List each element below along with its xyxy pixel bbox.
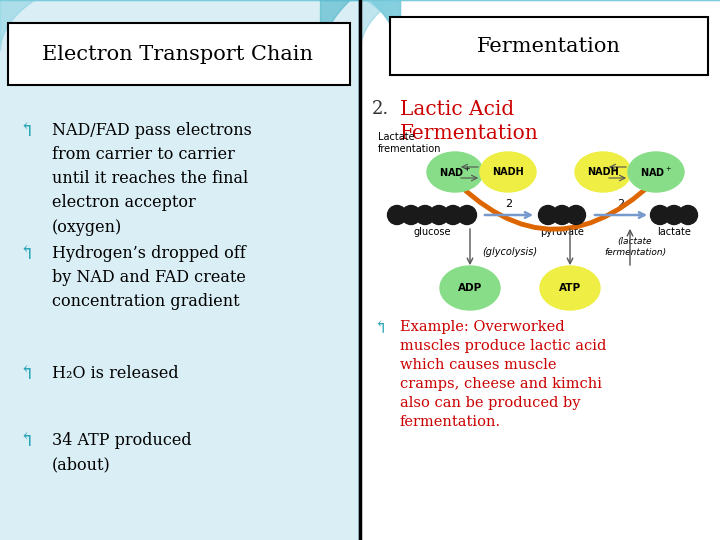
- Text: Example: Overworked
muscles produce lactic acid
which causes muscle
cramps, chee: Example: Overworked muscles produce lact…: [400, 320, 606, 429]
- Text: 2: 2: [618, 199, 624, 209]
- Ellipse shape: [575, 152, 631, 192]
- Ellipse shape: [480, 152, 536, 192]
- Text: ↰: ↰: [18, 245, 35, 263]
- FancyBboxPatch shape: [390, 17, 708, 75]
- Circle shape: [430, 206, 449, 225]
- Text: Lactate
frementation: Lactate frementation: [378, 132, 441, 154]
- Circle shape: [387, 206, 407, 225]
- Text: 34 ATP produced
(about): 34 ATP produced (about): [52, 432, 192, 473]
- Text: Fermentation: Fermentation: [477, 37, 621, 56]
- Circle shape: [567, 206, 585, 225]
- Circle shape: [650, 206, 670, 225]
- Ellipse shape: [427, 152, 483, 192]
- Text: ↰: ↰: [18, 122, 35, 140]
- Text: ATP: ATP: [559, 283, 581, 293]
- Text: Lactic Acid
Fermentation: Lactic Acid Fermentation: [400, 100, 539, 143]
- FancyBboxPatch shape: [0, 0, 358, 540]
- Text: (lactate
fermentation): (lactate fermentation): [604, 237, 666, 257]
- Text: 2: 2: [444, 282, 451, 292]
- Circle shape: [402, 206, 420, 225]
- Text: ↰: ↰: [18, 432, 35, 450]
- Text: NADH: NADH: [587, 167, 619, 177]
- Ellipse shape: [628, 152, 684, 192]
- Ellipse shape: [540, 266, 600, 310]
- Text: ADP: ADP: [458, 283, 482, 293]
- Text: NAD$^+$: NAD$^+$: [439, 165, 471, 179]
- Text: NADH: NADH: [492, 167, 524, 177]
- Text: ↰: ↰: [373, 320, 387, 337]
- Text: (glycolysis): (glycolysis): [482, 247, 538, 257]
- Text: glucose: glucose: [413, 227, 451, 237]
- FancyBboxPatch shape: [362, 0, 720, 540]
- FancyArrowPatch shape: [446, 167, 668, 229]
- Circle shape: [678, 206, 698, 225]
- Text: 2: 2: [544, 282, 552, 292]
- Circle shape: [444, 206, 462, 225]
- Text: Electron Transport Chain: Electron Transport Chain: [42, 44, 313, 64]
- Text: H₂O is released: H₂O is released: [52, 365, 179, 382]
- FancyBboxPatch shape: [8, 23, 350, 85]
- Text: 2.: 2.: [372, 100, 390, 118]
- Text: 2: 2: [505, 199, 513, 209]
- Text: Hydrogen’s dropped off
by NAD and FAD create
concentration gradient: Hydrogen’s dropped off by NAD and FAD cr…: [52, 245, 246, 310]
- Text: pyruvate: pyruvate: [540, 227, 584, 237]
- Text: NAD/FAD pass electrons
from carrier to carrier
until it reaches the final
electr: NAD/FAD pass electrons from carrier to c…: [52, 122, 252, 235]
- Text: ↰: ↰: [18, 365, 35, 383]
- Text: NAD$^+$: NAD$^+$: [640, 165, 672, 179]
- Circle shape: [552, 206, 572, 225]
- Text: lactate: lactate: [657, 227, 691, 237]
- Circle shape: [457, 206, 477, 225]
- Circle shape: [539, 206, 557, 225]
- Circle shape: [415, 206, 434, 225]
- Circle shape: [665, 206, 683, 225]
- Ellipse shape: [440, 266, 500, 310]
